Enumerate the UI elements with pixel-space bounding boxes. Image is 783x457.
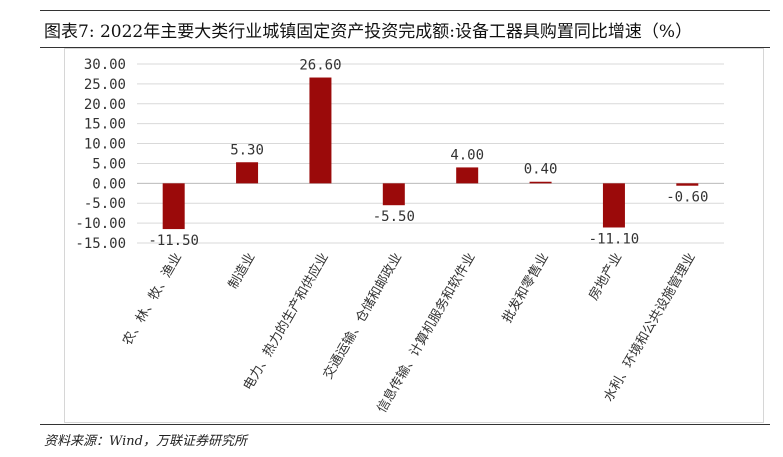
y-tick-label: 15.00 [84,117,126,133]
source-divider [40,424,770,425]
y-tick-label: -10.00 [75,216,126,232]
bar [309,77,332,184]
category-label: 农、林、牧、渔业 [120,251,185,349]
y-tick-label: -5.00 [84,196,126,212]
y-tick-label: 0.00 [92,176,126,192]
y-tick-label: 30.00 [84,57,126,73]
data-label: 26.60 [299,58,341,74]
y-tick-label: 10.00 [84,137,126,153]
category-label: 电力、热力的生产和供应业 [240,250,332,393]
bar [382,183,405,206]
category-label: 批发和零售业 [499,250,552,326]
bar [602,183,625,228]
source-note: 资料来源：Wind，万联证券研究所 [44,434,247,449]
data-label: -11.50 [148,233,199,249]
bar [456,167,479,184]
data-label: -11.10 [589,231,640,247]
bar [236,162,259,184]
category-label: 制造业 [226,251,258,292]
category-label: 房地产业 [586,250,626,303]
chart-title: 图表7: 2022年主要大类行业城镇固定资产投资完成额:设备工器具购置同比增速（… [44,21,693,42]
bar [529,181,552,184]
data-label: 4.00 [450,147,484,163]
y-tick-label: 25.00 [84,77,126,93]
category-label: 交通运输、仓储和邮政业 [320,250,405,382]
bar [676,183,699,186]
data-label: 0.40 [524,162,558,178]
data-label: -5.50 [373,209,415,225]
title-bar: 图表7: 2022年主要大类行业城镇固定资产投资完成额:设备工器具购置同比增速（… [40,10,770,48]
data-label: 5.30 [230,142,264,158]
y-tick-label: -15.00 [75,236,126,252]
y-tick-label: 20.00 [84,97,126,113]
chart-frame [64,48,764,423]
bar [162,183,185,230]
data-label: -0.60 [666,190,708,206]
y-tick-label: 5.00 [92,156,126,172]
